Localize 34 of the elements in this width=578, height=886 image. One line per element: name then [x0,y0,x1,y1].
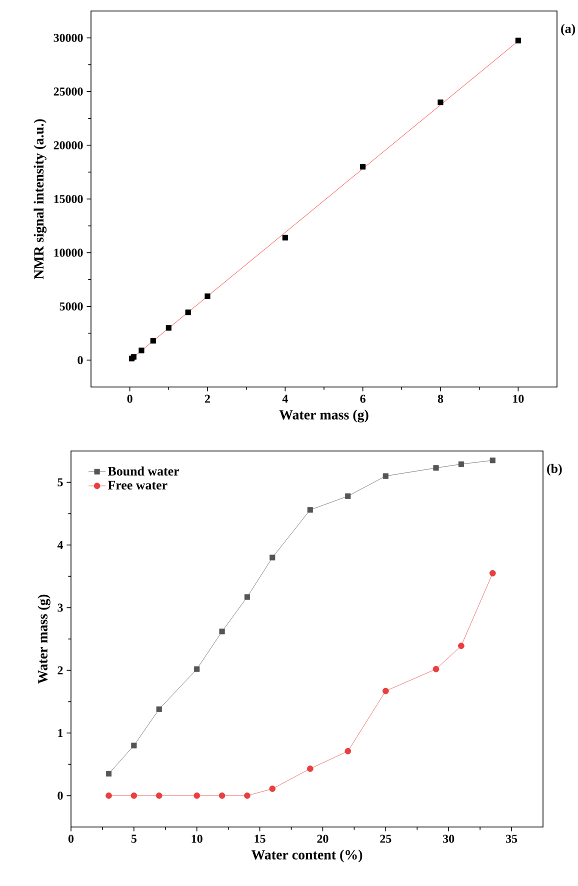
y-axis-title: NMR signal intensity (a.u.) [34,119,46,280]
x-tick-label: 8 [438,394,444,403]
y-tick-label: 0 [78,356,83,364]
legend-label: Free water [108,480,168,490]
y-tick-label: 1 [58,729,63,737]
y-tick-label: 5 [58,478,63,486]
y-tick-label: 20000 [54,141,83,150]
y-tick-label: 0 [58,792,63,800]
x-tick-label: 5 [131,834,136,843]
y-tick-label: 15000 [54,194,83,204]
y-tick-label: 5000 [60,302,83,310]
y-tick-label: 25000 [54,88,83,96]
x-tick-label: 4 [282,394,288,403]
x-axis-title: Water content (%) [251,850,362,862]
y-tick-label: 2 [58,666,63,674]
y-tick-label: 10000 [54,248,83,257]
x-tick-label: 25 [380,834,392,843]
x-tick-label: 10 [513,394,524,403]
x-tick-label: 6 [360,394,366,403]
x-tick-label: 15 [254,834,266,843]
y-axis-title: Water mass (g) [38,594,50,684]
x-tick-label: 35 [506,834,518,843]
x-tick-label: 2 [205,394,210,403]
x-axis-title: Water mass (g) [279,410,368,422]
x-tick-label: 10 [192,834,202,843]
x-tick-label: 0 [127,394,132,403]
x-tick-label: 20 [317,834,328,843]
y-tick-label: 3 [58,604,63,612]
y-tick-label: 30000 [54,34,83,42]
y-tick-label: 4 [57,541,63,549]
text: (b) [547,464,562,476]
x-tick-label: 30 [443,834,454,843]
legend-label: Bound water [108,466,180,476]
text: (a) [561,24,576,36]
